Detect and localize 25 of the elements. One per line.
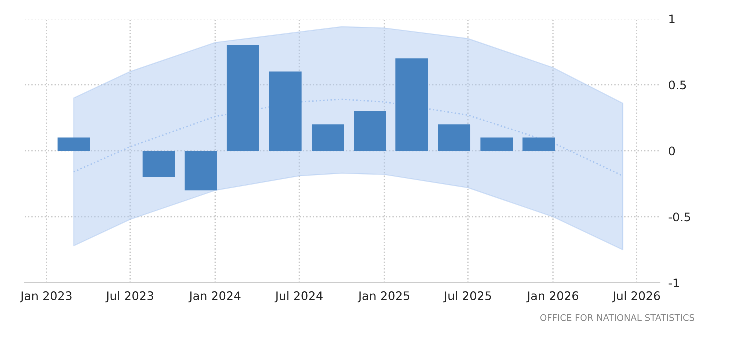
y-tick-label: 0 — [669, 146, 676, 156]
bar — [312, 124, 344, 151]
bar — [269, 72, 302, 151]
bar — [522, 138, 556, 151]
bar — [226, 45, 260, 151]
x-tick-label: Jul 2026 — [612, 291, 660, 303]
y-tick-label: 1 — [670, 14, 675, 24]
x-tick-label: Jul 2023 — [106, 291, 154, 303]
y-tick-label: -1 — [668, 278, 680, 288]
bar — [438, 124, 471, 151]
x-tick-label: Jul 2025 — [444, 291, 492, 303]
y-tick-label: -0.5 — [668, 212, 690, 222]
x-tick-label: Jan 2026 — [526, 292, 578, 303]
bar — [58, 138, 90, 151]
text: OFFICE FOR NATIONAL STATISTICS — [540, 314, 694, 322]
bar — [142, 151, 176, 178]
bar — [354, 111, 386, 151]
bar — [480, 138, 514, 151]
bar — [184, 151, 218, 191]
x-tick-label: Jan 2025 — [358, 292, 410, 303]
y-tick-label: 0.5 — [669, 80, 686, 90]
x-tick-label: Jan 2024 — [188, 292, 241, 303]
x-tick-label: Jul 2024 — [274, 291, 323, 303]
x-tick-label: Jan 2023 — [20, 292, 72, 303]
bar — [396, 58, 428, 151]
